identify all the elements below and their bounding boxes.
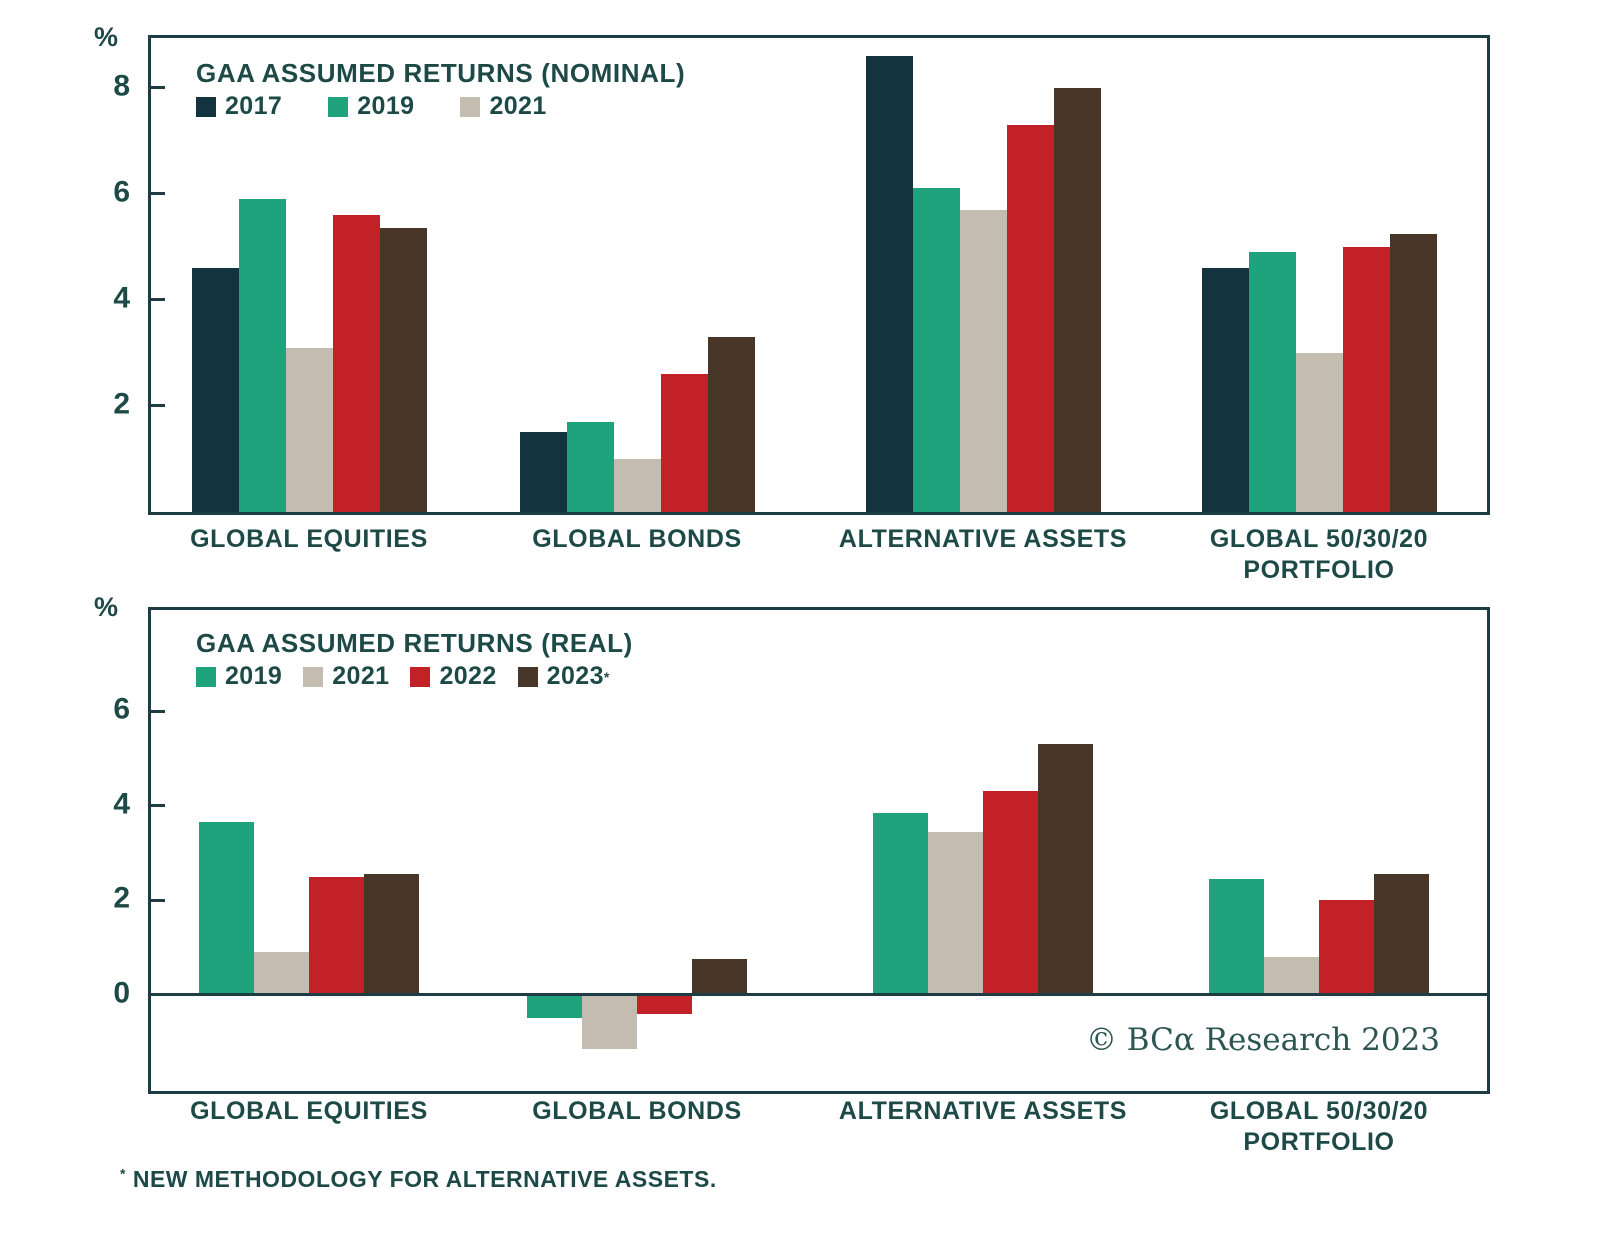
y-tick-label: 4: [113, 787, 130, 821]
bar-2023-global-bonds: [692, 959, 747, 995]
bar-2021-alternative-assets: [959, 209, 1007, 512]
category-label-global-50-30-20-portfolio: GLOBAL 50/30/20 PORTFOLIO: [1209, 1097, 1429, 1156]
legend-label: 2021: [332, 662, 390, 690]
y-tick-mark: [151, 404, 165, 408]
legend: 2019 2021 2022 2023 *: [196, 662, 631, 691]
y-tick-label: 4: [113, 281, 130, 315]
legend-swatch-2021: [303, 666, 324, 687]
bar-2021-global-50-30-20-portfolio: [1295, 352, 1343, 512]
legend-swatch-2019: [196, 666, 216, 687]
bar-2019-global-50-30-20-portfolio: [1209, 878, 1264, 995]
legend-item-2019: 2019: [328, 92, 414, 121]
bar-2023-alternative-assets: [1053, 87, 1101, 512]
legend-item-2023: 2023 *: [517, 662, 610, 691]
y-tick-label: 8: [113, 69, 130, 103]
copyright-notice: © BCα Research 2023: [1085, 1022, 1440, 1058]
plot-frame: [148, 35, 1490, 515]
y-axis-unit: %: [93, 22, 118, 52]
bar-2023-global-bonds: [707, 336, 755, 512]
bar-2022-alternative-assets: [1006, 124, 1054, 512]
legend-label: 2022: [439, 662, 497, 690]
bar-2022-alternative-assets: [983, 791, 1038, 995]
y-tick-label: 0: [113, 976, 130, 1010]
chart-title: GAA ASSUMED RETURNS (NOMINAL): [196, 58, 686, 88]
legend-item-2022: 2022: [410, 662, 496, 691]
legend-swatch-2021: [460, 96, 481, 117]
footnote: * NEW METHODOLOGY FOR ALTERNATIVE ASSETS…: [120, 1166, 717, 1193]
bar-2019-global-bonds: [566, 421, 614, 512]
legend-label: 2019: [357, 92, 415, 120]
category-label-global-bonds: GLOBAL BONDS: [532, 1097, 742, 1125]
footnote-text: NEW METHODOLOGY FOR ALTERNATIVE ASSETS.: [132, 1166, 717, 1192]
zero-axis-line: [148, 993, 1490, 997]
bar-2023-global-50-30-20-portfolio: [1374, 874, 1429, 995]
y-tick-mark: [151, 898, 165, 902]
category-label-global-50-30-20-portfolio: GLOBAL 50/30/20 PORTFOLIO: [1209, 525, 1429, 584]
y-tick-label: 2: [113, 881, 130, 915]
bar-2019-alternative-assets: [873, 812, 928, 995]
chart-title: GAA ASSUMED RETURNS (REAL): [196, 628, 633, 658]
bar-2023-global-50-30-20-portfolio: [1389, 233, 1437, 512]
y-tick-mark: [151, 192, 165, 196]
bar-2023-global-equities: [379, 228, 427, 512]
bar-2023-alternative-assets: [1038, 744, 1093, 995]
legend-swatch-2017: [196, 96, 216, 117]
bar-2019-alternative-assets: [912, 188, 960, 512]
bar-2019-global-bonds: [527, 994, 582, 1019]
y-tick-mark: [151, 709, 165, 713]
bar-2022-global-50-30-20-portfolio: [1342, 246, 1390, 512]
bar-2022-global-equities: [309, 876, 364, 995]
bar-2017-global-equities: [191, 268, 239, 512]
y-tick-mark: [151, 804, 165, 808]
bar-2019-global-equities: [238, 199, 286, 512]
bar-2021-global-bonds: [582, 994, 637, 1050]
legend-label: 2019: [225, 662, 283, 690]
legend-swatch-2019: [328, 96, 349, 117]
bar-2021-global-equities: [285, 347, 333, 512]
category-label-global-equities: GLOBAL EQUITIES: [190, 525, 428, 553]
bar-2021-alternative-assets: [928, 831, 983, 995]
legend-swatch-2022: [410, 666, 431, 687]
bar-2017-global-50-30-20-portfolio: [1201, 268, 1249, 512]
category-label-alternative-assets: ALTERNATIVE ASSETS: [838, 525, 1128, 553]
bar-2021-global-equities: [254, 952, 309, 995]
legend-label: 2021: [489, 92, 547, 120]
bar-2017-global-bonds: [519, 432, 567, 512]
y-tick-label: 6: [113, 692, 130, 726]
legend-item-2021: 2021: [303, 662, 389, 691]
bar-2019-global-equities: [199, 822, 254, 995]
bar-2022-global-50-30-20-portfolio: [1319, 900, 1374, 995]
category-label-global-equities: GLOBAL EQUITIES: [190, 1097, 428, 1125]
y-tick-mark: [151, 86, 165, 90]
y-tick-label: 6: [113, 175, 130, 209]
footnote-marker: *: [120, 1165, 126, 1182]
bar-2021-global-bonds: [613, 458, 661, 512]
plot-frame: [148, 607, 1490, 1094]
legend-item-2017: 2017: [196, 92, 282, 121]
category-label-global-bonds: GLOBAL BONDS: [532, 525, 742, 553]
y-tick-mark: [151, 298, 165, 302]
category-label-alternative-assets: ALTERNATIVE ASSETS: [838, 1097, 1128, 1125]
legend: 2017 2019 2021: [196, 92, 593, 121]
bar-2023-global-equities: [364, 874, 419, 995]
legend-swatch-2023: [517, 666, 538, 687]
y-tick-label: 2: [113, 387, 130, 421]
bar-2021-global-50-30-20-portfolio: [1264, 956, 1319, 995]
legend-item-2019: 2019: [196, 662, 282, 691]
legend-item-2021: 2021: [460, 92, 546, 121]
legend-label: 2017: [225, 92, 283, 120]
bar-2019-global-50-30-20-portfolio: [1248, 252, 1296, 512]
legend-label: 2023: [546, 662, 604, 690]
bar-2022-global-bonds: [660, 374, 708, 512]
bar-2017-alternative-assets: [865, 55, 913, 512]
bar-2022-global-equities: [332, 214, 380, 512]
bar-2022-global-bonds: [637, 994, 692, 1014]
y-axis-unit: %: [93, 592, 118, 622]
